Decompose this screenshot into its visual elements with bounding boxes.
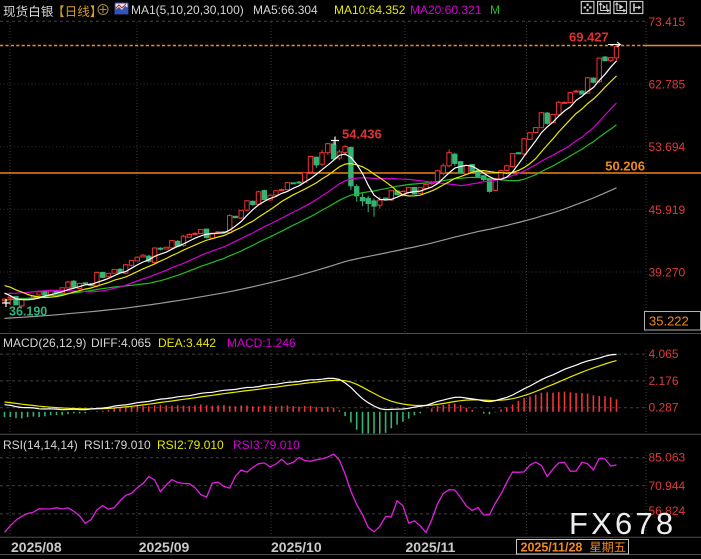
- svg-text:85.063: 85.063: [649, 451, 686, 465]
- svg-text:2025/08: 2025/08: [11, 539, 62, 555]
- svg-text:M: M: [490, 3, 500, 17]
- svg-text:2025/10: 2025/10: [271, 539, 322, 555]
- svg-text:RSI1:79.010: RSI1:79.010: [84, 438, 151, 452]
- svg-text:69.427: 69.427: [569, 30, 609, 45]
- svg-text:54.436: 54.436: [342, 127, 382, 142]
- svg-text:4.065: 4.065: [649, 347, 679, 361]
- svg-text:45.919: 45.919: [649, 203, 686, 217]
- svg-text:DEA:3.442: DEA:3.442: [158, 336, 216, 350]
- svg-text:DIFF:4.065: DIFF:4.065: [91, 336, 151, 350]
- svg-text:56.824: 56.824: [649, 504, 686, 518]
- svg-text:53.694: 53.694: [649, 140, 686, 154]
- svg-text:MA1(5,10,20,30,100): MA1(5,10,20,30,100): [131, 3, 244, 17]
- svg-text:2025/09: 2025/09: [139, 539, 190, 555]
- svg-text:RSI(14,14,14): RSI(14,14,14): [3, 438, 78, 452]
- svg-text:70.944: 70.944: [649, 479, 686, 493]
- svg-text:MACD(26,12,9): MACD(26,12,9): [3, 336, 86, 350]
- svg-text:50.206: 50.206: [605, 159, 645, 174]
- svg-text:MACD:1.246: MACD:1.246: [227, 336, 296, 350]
- svg-text:35.222: 35.222: [649, 314, 689, 329]
- svg-text:RSI2:79.010: RSI2:79.010: [157, 438, 224, 452]
- svg-text:MA5:66.304: MA5:66.304: [253, 3, 318, 17]
- svg-text:2025/11: 2025/11: [406, 539, 456, 555]
- svg-text:2025/11/28: 2025/11/28: [521, 541, 583, 555]
- svg-text:39.270: 39.270: [649, 266, 686, 280]
- svg-text:MA10:64.352: MA10:64.352: [334, 3, 406, 17]
- svg-text:MA20:60.321: MA20:60.321: [410, 3, 482, 17]
- svg-text:36.190: 36.190: [9, 305, 47, 319]
- svg-text:RSI3:79.010: RSI3:79.010: [233, 438, 300, 452]
- svg-text:62.785: 62.785: [649, 78, 686, 92]
- svg-text:2.176: 2.176: [649, 374, 679, 388]
- svg-text:FX678: FX678: [569, 506, 676, 541]
- svg-text:0.287: 0.287: [649, 401, 679, 415]
- svg-text:73.415: 73.415: [649, 15, 686, 29]
